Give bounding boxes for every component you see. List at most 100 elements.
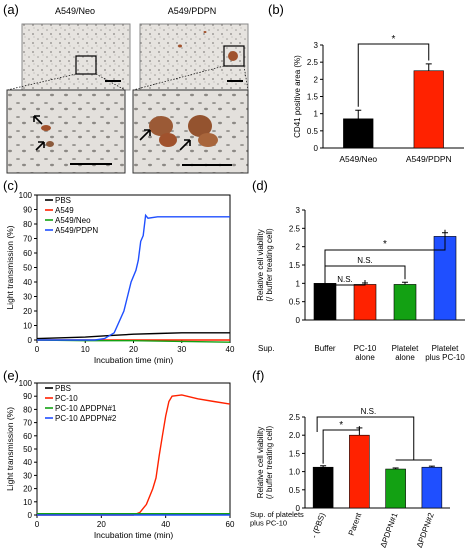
significance-label: N.S. — [357, 256, 373, 265]
bar — [343, 118, 374, 149]
y-tick-label: 80 — [23, 220, 32, 229]
legend-label: PC-10 ΔPDPN#1 — [55, 404, 117, 413]
y-tick-label: 0 — [28, 336, 33, 345]
y-tick-label: 2.0 — [289, 431, 301, 440]
legend-label: PBS — [55, 384, 71, 393]
y-tick-label: 100 — [19, 379, 33, 388]
y-tick-label: 0.5 — [307, 127, 319, 136]
y-tick-label: 20 — [23, 485, 32, 494]
series-line — [36, 332, 230, 340]
y-tick-label: 40 — [23, 458, 32, 467]
y-tick-label: 10 — [23, 498, 32, 507]
x-tick-label: Parent — [347, 511, 364, 537]
y-tick-label: 0.5 — [289, 486, 301, 495]
x-tick-label: 60 — [226, 520, 235, 529]
y-tick-label: 2 — [314, 75, 319, 84]
significance-label: * — [339, 420, 343, 431]
x-tick-label: - (PBS) — [310, 511, 328, 539]
y-tick-label: 1.5 — [307, 93, 319, 102]
panel-b-label: (b) — [268, 2, 284, 17]
y-tick-label: 0 — [296, 316, 301, 325]
x-tick-label: 40 — [161, 520, 170, 529]
y-axis-label: Light transmission (%) — [5, 225, 15, 309]
legend-label: A549/PDPN — [55, 226, 98, 235]
y-tick-label: 1 — [314, 110, 319, 119]
y-tick-label: 3 — [296, 206, 301, 215]
y-axis-label: Relative cell viability(/ buffer treatin… — [256, 228, 274, 302]
significance-label: * — [392, 34, 396, 45]
x-tick-label: 40 — [226, 345, 235, 354]
bar — [313, 283, 337, 321]
x-tick-label: 30 — [177, 345, 186, 354]
bar — [393, 284, 417, 321]
x-tick-label: 20 — [97, 520, 106, 529]
image-title-neo: A549/Neo — [55, 6, 95, 16]
bar — [353, 284, 377, 321]
series-line — [37, 213, 230, 341]
significance-label: N.S. — [361, 407, 377, 416]
y-tick-label: 1.5 — [289, 261, 301, 270]
y-tick-label: 10 — [23, 322, 32, 331]
x-tick-label: 0 — [35, 345, 40, 354]
bar — [413, 70, 444, 149]
x-axis-label: Incubation time (min) — [94, 530, 174, 540]
y-tick-label: 1 — [296, 279, 301, 288]
zoom-box-pdpn — [223, 45, 245, 67]
legend-label: PBS — [55, 196, 71, 205]
series-line — [37, 394, 231, 516]
panel-c-label: (c) — [3, 178, 19, 193]
y-tick-label: 0 — [28, 511, 33, 520]
scale-bar — [105, 80, 121, 82]
y-tick-label: 20 — [23, 307, 32, 316]
y-tick-label: 50 — [23, 445, 32, 454]
arrow-icon — [139, 129, 151, 141]
significance-bracket — [316, 416, 415, 460]
y-tick-label: 90 — [23, 392, 32, 401]
significance-bracket — [324, 280, 366, 286]
bar — [421, 466, 443, 509]
panel-a-label: (a) — [3, 2, 19, 17]
significance-bracket — [324, 229, 446, 281]
legend-label: A549/Neo — [55, 216, 91, 225]
scale-bar — [70, 163, 112, 165]
y-tick-label: 2 — [296, 243, 301, 252]
x-axis-label: Incubation time (min) — [94, 355, 174, 365]
y-tick-label: 50 — [23, 264, 32, 273]
panel-d-label: (d) — [252, 178, 268, 193]
x-tick-label: A549/Neo — [339, 154, 377, 164]
significance-bracket — [322, 426, 360, 464]
x-tick-label: ΔPDPN#1 — [379, 511, 400, 549]
y-tick-label: 60 — [23, 432, 32, 441]
significance-bracket — [357, 43, 430, 107]
scale-bar — [227, 80, 243, 82]
arrow-icon — [35, 141, 45, 151]
y-tick-label: 1.5 — [289, 449, 301, 458]
y-tick-label: 100 — [19, 191, 33, 200]
arrow-icon — [33, 115, 43, 125]
bar — [312, 466, 334, 509]
y-tick-label: 1.0 — [289, 468, 301, 477]
x-tick-label: PC-10 alone — [354, 344, 377, 362]
x-tick-label: Buffer — [314, 344, 336, 353]
bar — [385, 468, 406, 509]
y-tick-label: 60 — [23, 249, 32, 258]
y-tick-label: 0 — [314, 144, 319, 153]
significance-label: * — [383, 239, 387, 250]
y-tick-label: 0 — [296, 504, 301, 513]
y-tick-label: 3 — [314, 41, 319, 50]
x-tick-label: A549/PDPN — [406, 154, 452, 164]
y-tick-label: 70 — [23, 235, 32, 244]
row-label: Sup. of platelets plus PC-10 — [250, 510, 304, 527]
zoom-box-neo — [75, 55, 97, 75]
panel-f-label: (f) — [252, 368, 265, 383]
x-tick-label: 20 — [129, 345, 138, 354]
bar — [349, 434, 370, 509]
x-tick-label: ΔPDPN#2 — [415, 511, 436, 549]
y-tick-label: 70 — [23, 419, 32, 428]
y-tick-label: 80 — [23, 405, 32, 414]
row-label: Sup. — [258, 344, 274, 353]
y-axis-label: Relative cell viability(/ buffer treatin… — [256, 426, 274, 500]
x-tick-label: Platelet plus PC-10 — [425, 344, 465, 362]
